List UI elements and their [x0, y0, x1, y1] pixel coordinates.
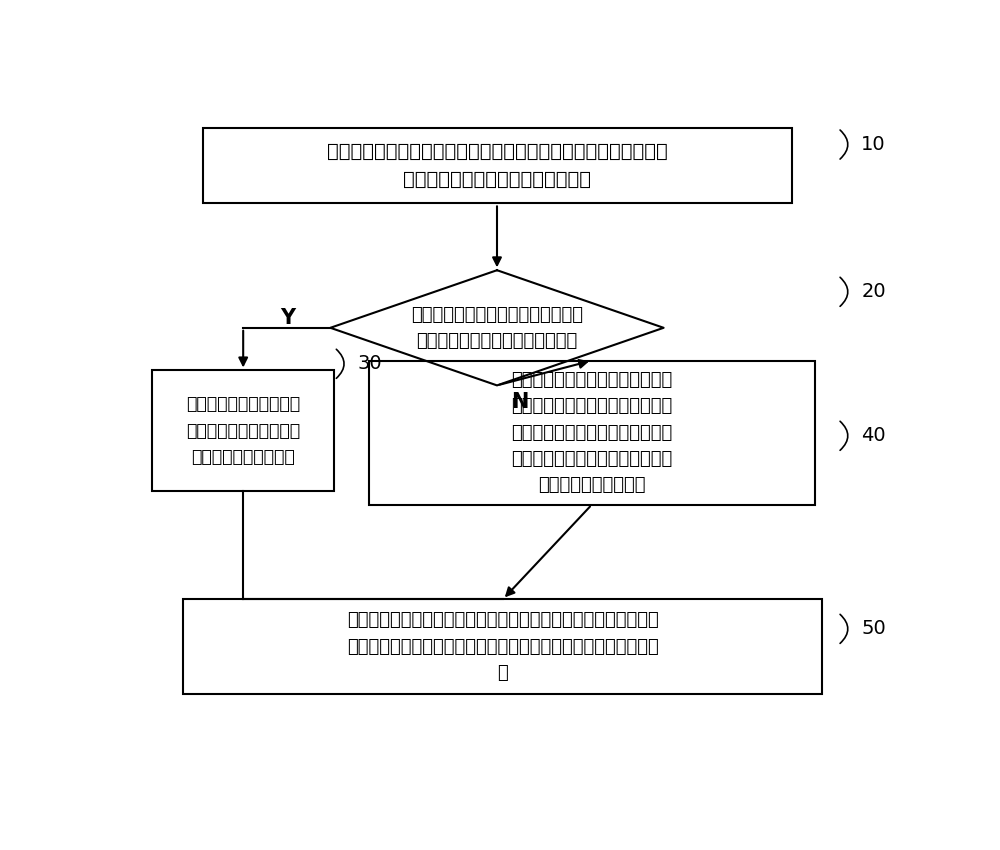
FancyBboxPatch shape: [152, 371, 334, 491]
Text: 40: 40: [861, 427, 886, 445]
Text: 20: 20: [861, 282, 886, 301]
Text: 查询特征数据库中是否存在该待确认
声纹特征对应的驾驶模式参数信息: 查询特征数据库中是否存在该待确认 声纹特征对应的驾驶模式参数信息: [411, 306, 583, 350]
Text: Y: Y: [280, 308, 295, 328]
Polygon shape: [330, 270, 664, 385]
Text: 50: 50: [861, 620, 886, 638]
Text: 10: 10: [861, 135, 886, 154]
Text: 30: 30: [358, 354, 382, 373]
Text: 基于该待确认声纹特征对
应的驾驶模式参数信息调
节车辆当前的驾驶模式: 基于该待确认声纹特征对 应的驾驶模式参数信息调 节车辆当前的驾驶模式: [186, 395, 300, 467]
FancyBboxPatch shape: [183, 599, 822, 694]
Text: N: N: [512, 392, 529, 411]
FancyBboxPatch shape: [202, 128, 792, 203]
FancyBboxPatch shape: [369, 360, 815, 505]
Text: 在用户驾驶车辆的过程中，采集该用户的驾驶模式参数信息，并在
特征数据库中该用户的用户信息条目中记录用户的驾驶模式参数信
息: 在用户驾驶车辆的过程中，采集该用户的驾驶模式参数信息，并在 特征数据库中该用户的…: [347, 611, 659, 683]
Text: 采集用户特定内容的语音指令，形
成该用户的参考声纹特征，在特征
数据库中创建该用户的用户信息条
目，并在该用户的用户信息条目记
录用户的参考声纹特征: 采集用户特定内容的语音指令，形 成该用户的参考声纹特征，在特征 数据库中创建该用…: [511, 371, 673, 495]
Text: 响应于接收到车辆上用户发出的特定内容的语音指令，获取该语音
指令的声纹特征作为待确认声纹特征: 响应于接收到车辆上用户发出的特定内容的语音指令，获取该语音 指令的声纹特征作为待…: [327, 142, 667, 190]
